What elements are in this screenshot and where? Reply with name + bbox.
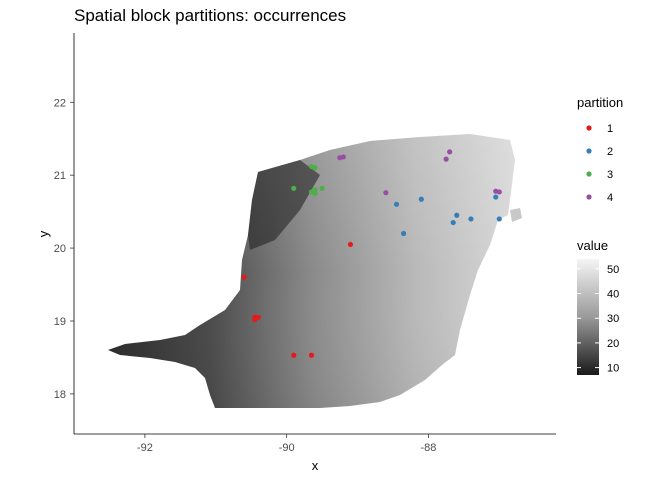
legend-label-partition-2: 2 bbox=[607, 146, 613, 158]
point-partition-2 bbox=[468, 216, 474, 222]
partition-legend: partition 1 2 3 4 bbox=[577, 95, 623, 204]
data-points bbox=[241, 149, 502, 358]
y-tick-label: 19 bbox=[54, 316, 66, 328]
y-ticks: 18 19 20 21 22 bbox=[54, 97, 74, 401]
value-colorbar bbox=[577, 259, 599, 375]
legend-key-partition-2 bbox=[586, 148, 592, 154]
value-tick-label: 20 bbox=[607, 338, 619, 350]
point-partition-1 bbox=[241, 274, 247, 280]
point-partition-2 bbox=[418, 196, 424, 202]
point-partition-2 bbox=[393, 201, 400, 207]
y-tick-label: 20 bbox=[54, 243, 66, 255]
y-axis-title: y bbox=[36, 230, 51, 237]
point-partition-1 bbox=[347, 241, 354, 248]
point-partition-2 bbox=[454, 212, 460, 218]
value-tick-label: 10 bbox=[607, 363, 619, 375]
point-partition-2 bbox=[496, 216, 502, 222]
point-partition-4 bbox=[496, 189, 502, 195]
legend-key-partition-1 bbox=[586, 125, 592, 131]
x-tick-label: -92 bbox=[137, 442, 153, 454]
point-partition-1 bbox=[252, 316, 258, 323]
value-tick-label: 30 bbox=[607, 313, 619, 325]
y-tick-label: 18 bbox=[54, 389, 66, 401]
point-partition-2 bbox=[450, 219, 456, 226]
point-partition-2 bbox=[401, 230, 407, 237]
chart-title: Spatial block partitions: occurrences bbox=[74, 6, 347, 25]
point-partition-3 bbox=[291, 185, 297, 191]
partition-legend-title: partition bbox=[577, 95, 623, 110]
value-legend-ticks: 10 20 30 40 50 bbox=[577, 264, 619, 375]
point-partition-2 bbox=[493, 194, 499, 200]
point-partition-1 bbox=[291, 352, 297, 358]
axes bbox=[73, 33, 556, 435]
point-partition-4 bbox=[443, 156, 449, 162]
legend-label-partition-3: 3 bbox=[607, 169, 613, 181]
point-partition-4 bbox=[337, 155, 343, 161]
dark-coast-band bbox=[248, 160, 320, 250]
point-partition-3 bbox=[308, 189, 315, 195]
raster-background bbox=[108, 134, 522, 408]
value-legend-title: value bbox=[577, 238, 608, 253]
legend-label-partition-4: 4 bbox=[607, 192, 613, 204]
legend-key-partition-3 bbox=[586, 171, 592, 177]
x-tick-label: -88 bbox=[420, 442, 436, 454]
point-partition-3 bbox=[319, 185, 325, 191]
point-partition-4 bbox=[383, 190, 389, 196]
y-tick-label: 21 bbox=[54, 170, 66, 182]
legend-label-partition-1: 1 bbox=[607, 123, 613, 135]
point-partition-1 bbox=[308, 352, 315, 358]
x-axis-title: x bbox=[312, 458, 319, 473]
land-raster-shade bbox=[108, 134, 515, 408]
partition-legend-items: 1 2 3 4 bbox=[586, 123, 613, 204]
y-tick-label: 22 bbox=[54, 97, 66, 109]
legend-key-partition-4 bbox=[586, 194, 592, 200]
value-tick-label: 40 bbox=[607, 289, 619, 301]
point-partition-3 bbox=[308, 163, 315, 170]
value-legend: value 10 20 30 40 50 bbox=[577, 238, 619, 375]
value-tick-label: 50 bbox=[607, 264, 619, 276]
point-partition-4 bbox=[447, 149, 453, 155]
island-east bbox=[510, 208, 522, 222]
x-tick-label: -90 bbox=[279, 442, 295, 454]
x-ticks: -92 -90 -88 bbox=[137, 434, 436, 454]
